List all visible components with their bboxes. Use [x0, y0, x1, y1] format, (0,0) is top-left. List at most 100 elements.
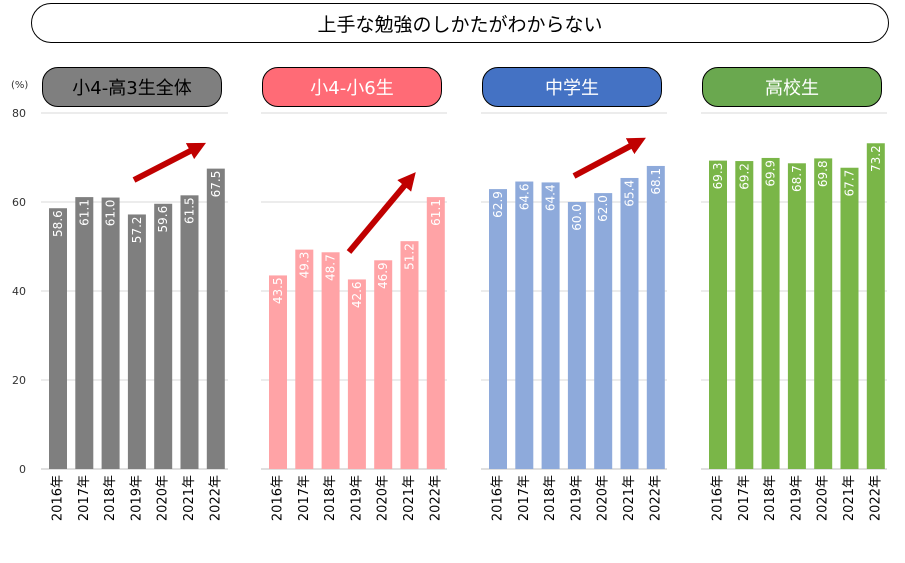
x-tick-label: 2017年 [77, 475, 92, 521]
data-label: 69.2 [737, 163, 751, 190]
data-label: 64.4 [544, 184, 558, 211]
bar [269, 275, 287, 469]
bar [400, 241, 419, 469]
x-tick-label: 2021年 [402, 475, 417, 521]
bar [787, 163, 806, 469]
x-tick-label: 2017年 [737, 475, 752, 521]
data-label: 69.3 [711, 163, 725, 190]
x-tick-label: 2019年 [789, 475, 804, 521]
data-label: 67.5 [209, 171, 223, 198]
x-tick-label: 2016年 [491, 475, 506, 521]
data-label: 58.6 [51, 210, 65, 237]
data-label: 48.7 [324, 254, 338, 281]
x-tick-label: 2018年 [103, 475, 118, 521]
data-label: 42.6 [350, 281, 364, 308]
panel-label: 小4-小6生 [262, 67, 442, 107]
y-tick-label: 40 [12, 285, 26, 298]
data-label: 65.4 [623, 180, 637, 207]
x-tick-label: 2016年 [271, 475, 286, 521]
x-tick-label: 2022年 [648, 475, 663, 521]
bar [594, 193, 613, 469]
y-tick-label: 0 [19, 463, 26, 476]
data-label: 51.2 [403, 243, 417, 270]
data-label: 57.2 [130, 216, 144, 243]
unit-label: (%) [11, 80, 29, 91]
bar [295, 249, 314, 469]
bar [49, 208, 67, 470]
x-tick-label: 2020年 [376, 475, 391, 521]
x-tick-label: 2016年 [711, 475, 726, 521]
x-tick-label: 2018年 [763, 475, 778, 521]
data-label: 68.1 [649, 168, 663, 195]
bar [866, 143, 885, 469]
bar [709, 160, 727, 470]
bar [206, 168, 225, 469]
panel-label: 小4-高3生全体 [42, 67, 222, 107]
bar [620, 177, 639, 469]
x-tick-label: 2020年 [816, 475, 831, 521]
x-tick-label: 2019年 [569, 475, 584, 521]
x-tick-label: 2022年 [428, 475, 443, 521]
data-label: 61.5 [183, 197, 197, 224]
x-tick-label: 2019年 [129, 475, 144, 521]
data-label: 59.6 [156, 206, 170, 233]
bar [541, 182, 560, 470]
trend-arrow [132, 142, 206, 183]
bar [840, 167, 859, 470]
bar [515, 181, 534, 469]
data-label: 60.0 [570, 204, 584, 231]
x-tick-label: 2022年 [868, 475, 883, 521]
data-label: 61.1 [429, 199, 443, 226]
y-tick-label: 60 [12, 196, 26, 209]
trend-arrow [572, 137, 646, 179]
data-label: 62.0 [596, 195, 610, 222]
bar [127, 214, 146, 469]
y-tick-label: 80 [12, 107, 26, 120]
data-label: 68.7 [790, 165, 804, 192]
x-tick-label: 2016年 [51, 475, 66, 521]
x-tick-label: 2018年 [323, 475, 338, 521]
data-label: 73.2 [869, 145, 883, 172]
x-tick-label: 2017年 [297, 475, 312, 521]
data-label: 43.5 [271, 277, 285, 304]
bar [374, 260, 393, 469]
bar [646, 165, 665, 469]
bar [180, 195, 199, 469]
x-tick-label: 2021年 [182, 475, 197, 521]
trend-arrow [346, 172, 416, 254]
data-label: 67.7 [843, 170, 857, 197]
bar [75, 197, 94, 470]
data-label: 61.1 [77, 199, 91, 226]
x-tick-label: 2022年 [208, 475, 223, 521]
bar [101, 197, 120, 470]
bar [735, 161, 754, 469]
bar [154, 203, 173, 469]
y-tick-label: 20 [12, 374, 26, 387]
x-tick-label: 2019年 [349, 475, 364, 521]
x-tick-label: 2020年 [156, 475, 171, 521]
panel-label: 中学生 [482, 67, 662, 107]
data-label: 69.9 [764, 160, 778, 187]
chart-title: 上手な勉強のしかたがわからない [31, 3, 889, 43]
data-label: 62.9 [491, 191, 505, 218]
bar [567, 202, 586, 469]
x-tick-label: 2018年 [543, 475, 558, 521]
bar [489, 189, 507, 469]
x-tick-label: 2021年 [842, 475, 857, 521]
x-tick-label: 2017年 [517, 475, 532, 521]
x-tick-label: 2020年 [596, 475, 611, 521]
data-label: 46.9 [376, 262, 390, 289]
data-label: 49.3 [297, 252, 311, 279]
bar [761, 157, 780, 469]
data-label: 64.6 [517, 184, 531, 211]
panel-label: 高校生 [702, 67, 882, 107]
x-tick-label: 2021年 [622, 475, 637, 521]
bar [426, 197, 445, 470]
data-label: 61.0 [104, 200, 118, 227]
bar [321, 252, 340, 469]
bar [347, 279, 366, 469]
data-label: 69.8 [816, 160, 830, 187]
bar [814, 158, 833, 469]
